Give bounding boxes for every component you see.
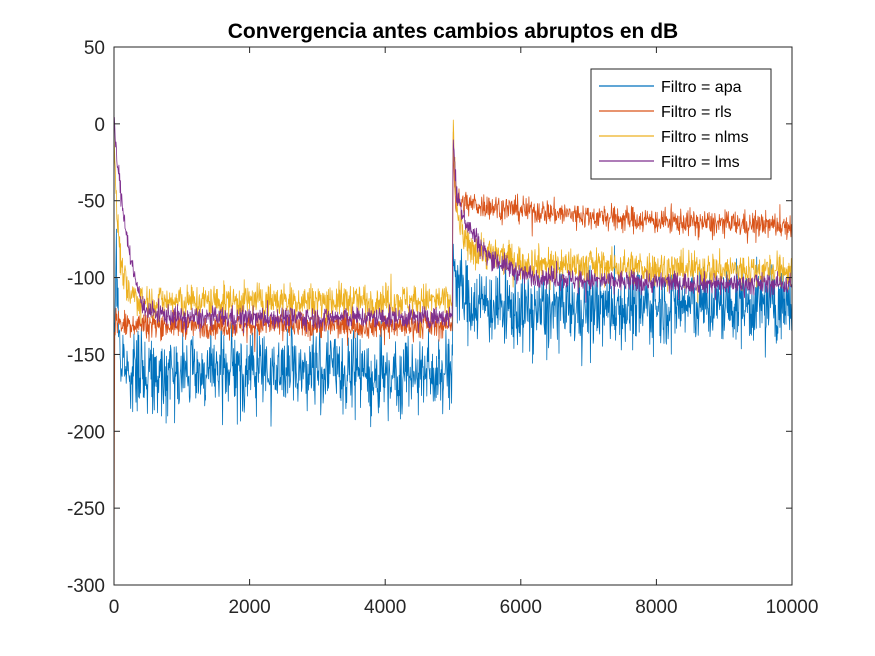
plot-lines <box>113 117 793 580</box>
legend-label: Filtro = nlms <box>661 129 749 146</box>
x-tick-label: 10000 <box>766 597 819 618</box>
legend-label: Filtro = rls <box>661 104 732 121</box>
chart-title: Convergencia antes cambios abruptos en d… <box>228 20 678 43</box>
y-tick-label: -200 <box>67 422 105 443</box>
y-tick-label: -300 <box>67 576 105 597</box>
y-tick-label: 50 <box>84 38 105 59</box>
y-tick-label: 0 <box>94 115 105 136</box>
legend-box <box>590 68 772 180</box>
y-tick-label: -50 <box>78 192 105 213</box>
x-tick-label: 4000 <box>364 597 406 618</box>
axes-box <box>113 46 793 586</box>
legend-label: Filtro = lms <box>661 154 740 171</box>
legend[interactable]: Filtro = apa Filtro = rls Filtro = nlms Fil… <box>590 68 772 180</box>
x-tick-label: 8000 <box>635 597 677 618</box>
x-tick-label: 0 <box>109 597 120 618</box>
y-tick-label: -150 <box>67 345 105 366</box>
series-line-4 <box>113 117 793 334</box>
y-tick-label: -250 <box>67 499 105 520</box>
legend-label: Filtro = apa <box>661 79 742 96</box>
y-tick-label: -100 <box>67 269 105 290</box>
y-axis: 50 0 -50 -100 -150 -200 -250 -300 <box>67 38 792 597</box>
x-tick-label: 2000 <box>228 597 270 618</box>
x-axis: 0 2000 4000 6000 8000 10000 <box>109 47 819 618</box>
x-tick-label: 6000 <box>500 597 542 618</box>
